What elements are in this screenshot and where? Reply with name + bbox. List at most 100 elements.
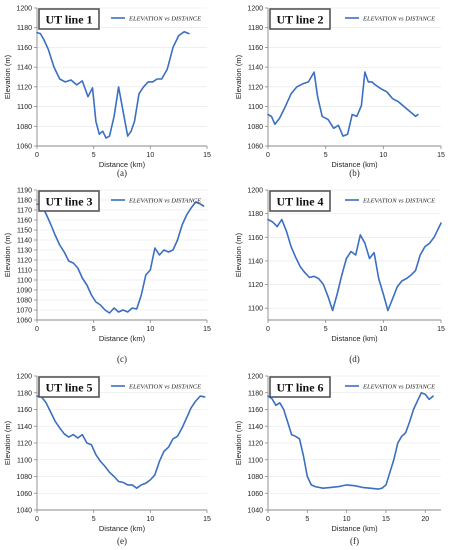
x-tick-label: 15 — [203, 326, 211, 333]
y-tick-label: 1140 — [17, 424, 32, 431]
y-tick-label: 1080 — [16, 474, 32, 481]
x-axis-label: Distance (km) — [99, 524, 146, 533]
y-tick-label: 1180 — [17, 198, 32, 205]
panel-title-box — [269, 376, 331, 398]
x-tick-label: 15 — [437, 326, 445, 333]
x-axis-label: Distance (km) — [331, 334, 378, 343]
y-tick-label: 1140 — [248, 258, 263, 265]
panel-title: UT line 1 — [45, 13, 92, 27]
panel-title-box — [38, 8, 100, 30]
panel-title: UT line 4 — [276, 195, 323, 209]
chart-panel-2: 1060 1080 1100 1120 1140 1160 1180 1200 0 5 10 15 Di… — [234, 6, 445, 179]
chart-panel-6: 1040 1060 1080 1100 1120 1140 1160 1180 1200 0 5 10… — [234, 374, 441, 546]
y-tick-label: 1140 — [17, 65, 32, 72]
y-tick-label: 1140 — [248, 65, 263, 72]
y-tick-label: 1160 — [17, 407, 32, 414]
chart-panel-1: 1060 1080 1100 1120 1140 1160 1180 1200 0 5 10 15 Di… — [3, 6, 211, 179]
x-axis-label: Distance (km) — [331, 160, 378, 169]
y-tick-label: 1180 — [248, 390, 263, 397]
y-tick-label: 1120 — [17, 258, 32, 265]
chart-panel-5: 1040 1060 1080 1100 1120 1140 1160 1180 1200 0 5 10… — [3, 374, 211, 547]
x-tick-label: 10 — [146, 516, 154, 523]
x-axis-label: Distance (km) — [331, 524, 378, 533]
panel-title-box — [38, 376, 100, 398]
legend-label: ELEVATION vs DISTANCE — [362, 384, 435, 391]
y-tick-label: 1100 — [248, 457, 263, 464]
y-tick-label: 1140 — [248, 424, 263, 431]
x-tick-label: 0 — [35, 516, 39, 523]
panel-title-box — [38, 190, 100, 212]
y-tick-label: 1080 — [247, 474, 263, 481]
y-tick-label: 1070 — [16, 308, 32, 315]
y-tick-label: 1080 — [16, 124, 32, 131]
panel-caption: (f) — [350, 536, 359, 546]
x-tick-label: 5 — [92, 326, 96, 333]
x-tick-label: 15 — [437, 152, 445, 159]
y-tick-label: 1120 — [17, 84, 32, 91]
x-tick-label: 10 — [146, 326, 154, 333]
x-tick-label: 5 — [305, 516, 309, 523]
panel-caption: (d) — [349, 354, 360, 364]
y-tick-label: 1160 — [248, 235, 263, 242]
y-tick-label: 1090 — [16, 288, 32, 295]
chart-panel-4: 1100 1120 1140 1160 1180 1200 0 5 10 15 Distance (… — [234, 188, 445, 365]
y-tick-label: 1200 — [247, 374, 263, 381]
x-tick-label: 0 — [266, 326, 270, 333]
y-tick-label: 1160 — [248, 45, 263, 52]
x-axis-label: Distance (km) — [99, 160, 146, 169]
legend-label: ELEVATION vs DISTANCE — [362, 16, 435, 23]
y-axis-label: Elevation (m) — [3, 54, 12, 99]
y-tick-label: 1100 — [17, 104, 32, 111]
y-tick-label: 1140 — [17, 238, 32, 245]
y-tick-label: 1060 — [16, 318, 32, 325]
panel-caption: (e) — [117, 536, 127, 546]
y-tick-label: 1080 — [247, 124, 263, 131]
x-tick-label: 20 — [421, 516, 429, 523]
panel-title: UT line 3 — [45, 195, 92, 209]
y-tick-label: 1170 — [17, 208, 32, 215]
y-tick-label: 1060 — [16, 491, 32, 498]
x-axis-label: Distance (km) — [99, 334, 146, 343]
y-tick-label: 1200 — [16, 374, 32, 381]
y-tick-label: 1190 — [17, 188, 32, 195]
y-tick-label: 1080 — [16, 298, 32, 305]
x-tick-label: 0 — [35, 152, 39, 159]
chart-panel-3: 1060 1070 1080 1090 1100 1110 1120 1130 1140 1150… — [3, 188, 211, 365]
y-tick-label: 1180 — [17, 390, 32, 397]
y-tick-label: 1180 — [248, 211, 263, 218]
series-line — [36, 201, 205, 314]
x-tick-label: 10 — [146, 152, 154, 159]
panel-caption: (b) — [349, 168, 360, 178]
y-tick-label: 1060 — [247, 144, 263, 151]
x-tick-label: 5 — [92, 152, 96, 159]
x-tick-label: 15 — [203, 516, 211, 523]
x-tick-label: 5 — [324, 326, 328, 333]
panel-caption: (c) — [117, 354, 127, 364]
y-tick-label: 1040 — [247, 508, 263, 515]
y-axis-label: Elevation (m) — [234, 420, 243, 465]
panel-title: UT line 5 — [45, 381, 92, 395]
y-axis-label: Elevation (m) — [3, 232, 12, 277]
x-tick-label: 5 — [324, 152, 328, 159]
y-tick-label: 1100 — [17, 457, 32, 464]
panel-caption: (a) — [117, 168, 127, 178]
y-tick-label: 1120 — [248, 84, 263, 91]
legend-label: ELEVATION vs DISTANCE — [128, 198, 201, 205]
legend-label: ELEVATION vs DISTANCE — [128, 16, 201, 23]
y-tick-label: 1200 — [247, 6, 263, 13]
x-tick-label: 0 — [35, 326, 39, 333]
y-tick-label: 1150 — [17, 228, 32, 235]
x-tick-label: 5 — [92, 516, 96, 523]
y-tick-label: 1060 — [16, 144, 32, 151]
y-tick-label: 1040 — [16, 508, 32, 515]
x-tick-label: 0 — [266, 516, 270, 523]
x-tick-label: 10 — [379, 152, 387, 159]
y-tick-label: 1160 — [17, 45, 32, 52]
panel-title: UT line 2 — [276, 13, 323, 27]
panel-title: UT line 6 — [276, 381, 323, 395]
x-tick-label: 10 — [343, 516, 351, 523]
y-tick-label: 1180 — [17, 25, 32, 32]
y-tick-label: 1060 — [247, 491, 263, 498]
series-line — [267, 391, 434, 490]
